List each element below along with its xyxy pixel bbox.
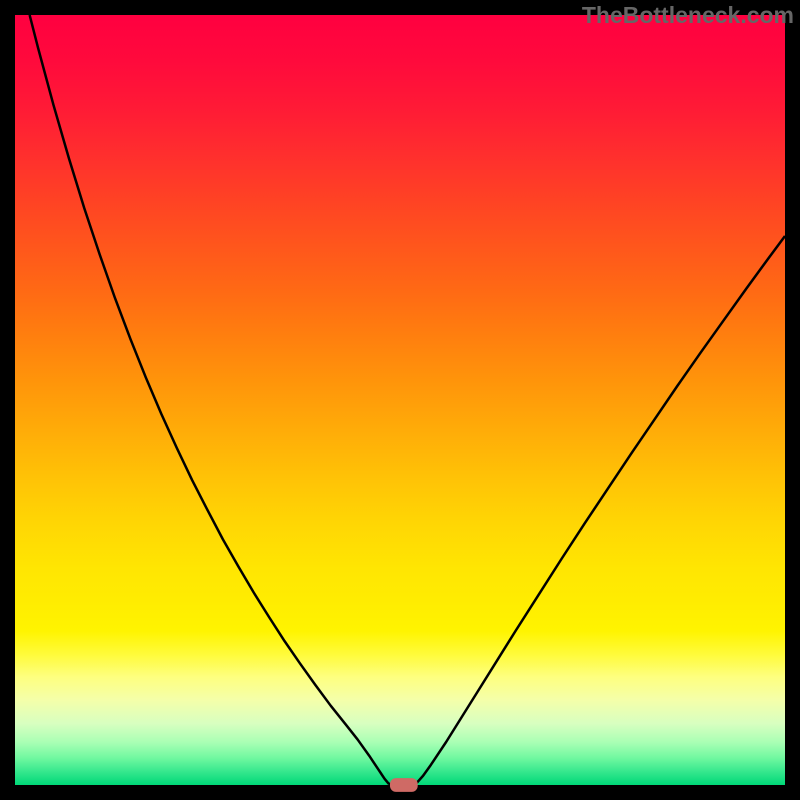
chart-container: TheBottleneck.com [0,0,800,800]
watermark-text: TheBottleneck.com [582,2,794,29]
bottleneck-chart [0,0,800,800]
optimal-marker [390,778,418,792]
plot-background [15,15,785,785]
